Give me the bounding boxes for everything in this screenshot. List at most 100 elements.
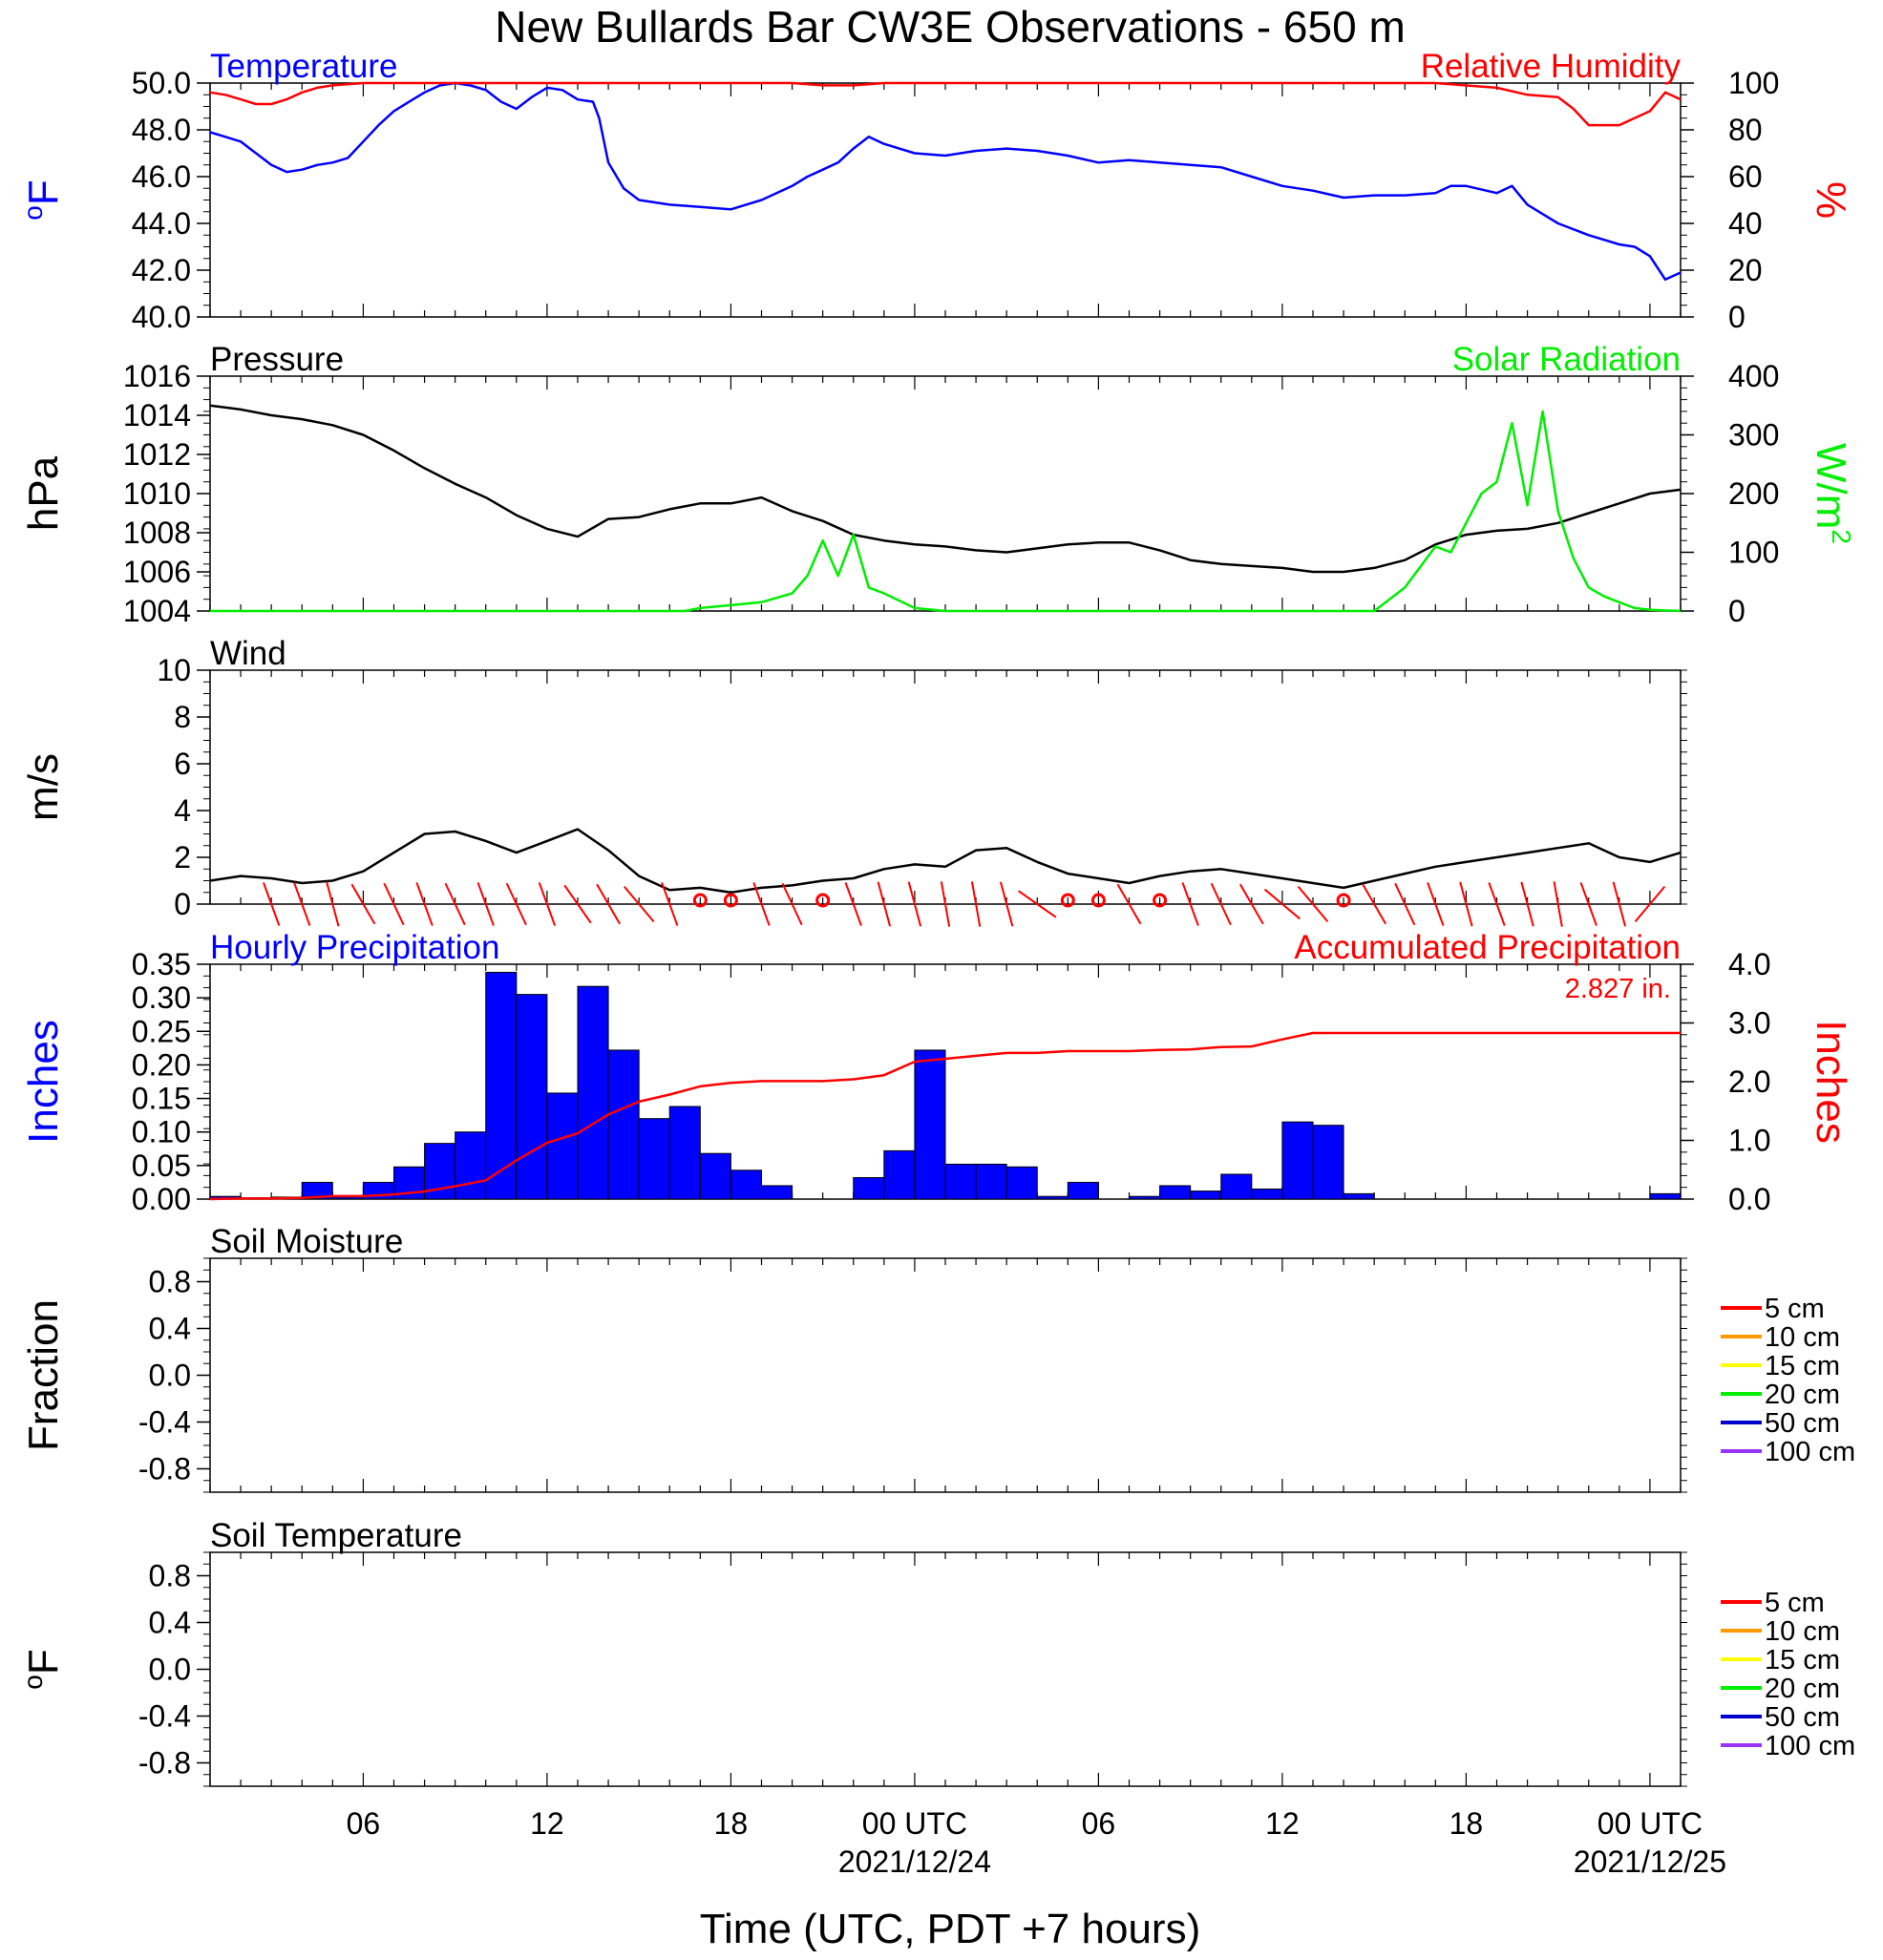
precip-bar [668,1106,701,1200]
x-tick-label: 12 [530,1806,564,1841]
precip-bar [1159,1185,1192,1200]
wind-barb [781,882,793,905]
wind-barb [331,903,340,927]
precip-bar [1067,1181,1099,1200]
wind-calm-marker [723,893,738,908]
wind-barb [907,881,916,905]
y-tick-label: 1010 [123,476,191,511]
panel-precip: 0.000.050.100.150.200.250.300.35 0.0 1.0 2.… [20,929,1854,1216]
wind-barb [1526,903,1534,927]
wind-barb [392,903,405,926]
series-line-temperature [209,81,1682,282]
panel-title-left: Soil Temperature [210,1517,462,1554]
precip-bar [914,1049,946,1200]
wind-barb [975,903,982,927]
precip-bar [485,971,518,1200]
wind-barb [1488,882,1498,905]
wind-barb [1181,882,1192,905]
panel-title-left: Pressure [210,341,344,378]
wind-barb [1394,882,1407,905]
x-tick-label: 00 UTC [1597,1806,1703,1841]
wind-barb [293,882,304,905]
y-axis-label: Fraction [20,1299,67,1451]
y-tick-label: 8 [174,700,191,734]
precip-bar [761,1185,793,1200]
wind-barb [1587,903,1597,926]
wind-calm-marker [1336,893,1351,908]
y-tick-label: 42.0 [132,253,191,287]
y-tick-label: 0.8 [149,1559,191,1593]
y-axis-label: oF [18,179,67,220]
y-tick-label: 0.4 [149,1312,191,1346]
legend-label: 15 cm [1765,1351,1840,1381]
wind-barb [607,903,621,925]
y2-tick-label: 4.0 [1728,947,1770,981]
wind-barb [752,882,763,905]
y2-tick-label: 80 [1728,113,1763,147]
panel-title-left: Temperature [210,48,397,85]
wind-barb [563,884,579,905]
wind-barb [1495,903,1506,926]
y2-tick-label: 200 [1728,476,1779,511]
y-tick-label: -0.4 [138,1699,191,1734]
wind-barb [791,903,803,926]
precip-bar [1005,1166,1038,1200]
chart-title: New Bullards Bar CW3E Observations - 650… [495,2,1406,52]
x-tick-label: 18 [714,1806,749,1841]
wind-barb [1250,903,1264,925]
precip-bar [546,1092,579,1200]
panel-pressure_solar: 1004 1006 1008 1010 1012 1014 1016 0 100 200 300 40… [20,341,1856,628]
wind-barb [596,883,609,905]
wind-barb [970,881,978,905]
y-tick-label: 0.4 [149,1606,191,1640]
x-tick-label: 06 [1082,1806,1116,1841]
y-tick-label: 1014 [123,398,191,432]
precip-bar [1312,1125,1344,1200]
wind-barb [1116,883,1131,905]
legend-label: 5 cm [1765,1294,1825,1324]
wind-calm-marker [815,893,831,908]
wind-barb [270,903,281,926]
panel-temp_rh: 40.0 42.0 44.0 46.0 48.0 50.0 0 20 40 60 80 100 Temp… [18,48,1854,334]
legend-label: 20 cm [1765,1380,1840,1410]
wind-barb [668,903,679,926]
y-axis-label: oF [18,1649,67,1689]
wind-barb [1238,883,1253,905]
series-line-pressure [209,404,1682,574]
y-tick-label: 0.0 [149,1653,191,1687]
wind-barb [1036,903,1057,918]
y2-tick-label: 2.0 [1728,1064,1770,1099]
y2-axis-label: W/m2 [1808,443,1856,544]
wind-barb [1312,903,1329,923]
y-tick-label: 1008 [123,516,191,550]
y2-tick-label: 3.0 [1728,1006,1770,1041]
y2-axis-label: % [1808,181,1854,219]
wind-barb [1373,903,1387,925]
y-tick-label: 0.35 [132,947,191,981]
precip-bar [1220,1173,1253,1200]
wind-barb [1404,903,1416,926]
panel-title-right: Solar Radiation [1452,341,1681,378]
wind-barb [1427,882,1437,905]
precip-bar [638,1118,670,1200]
precip-bar [331,1196,364,1200]
y-axis-label: hPa [20,455,67,531]
series-line-relative-humidity [209,81,1682,127]
wind-barb [1465,903,1473,927]
y-tick-label: 0.00 [132,1182,191,1216]
precip-bar [1129,1195,1161,1200]
series-line-accumulated-precipitation [209,1031,1681,1201]
precip-bar [455,1131,487,1200]
precip-bar [730,1170,763,1200]
y-tick-label: 0.05 [132,1149,191,1183]
wind-barb [577,903,592,924]
wind-barb [623,885,640,905]
wind-calm-marker [692,893,708,908]
wind-barb [476,882,487,905]
precip-bar [577,985,609,1200]
precip-bar [883,1149,916,1200]
